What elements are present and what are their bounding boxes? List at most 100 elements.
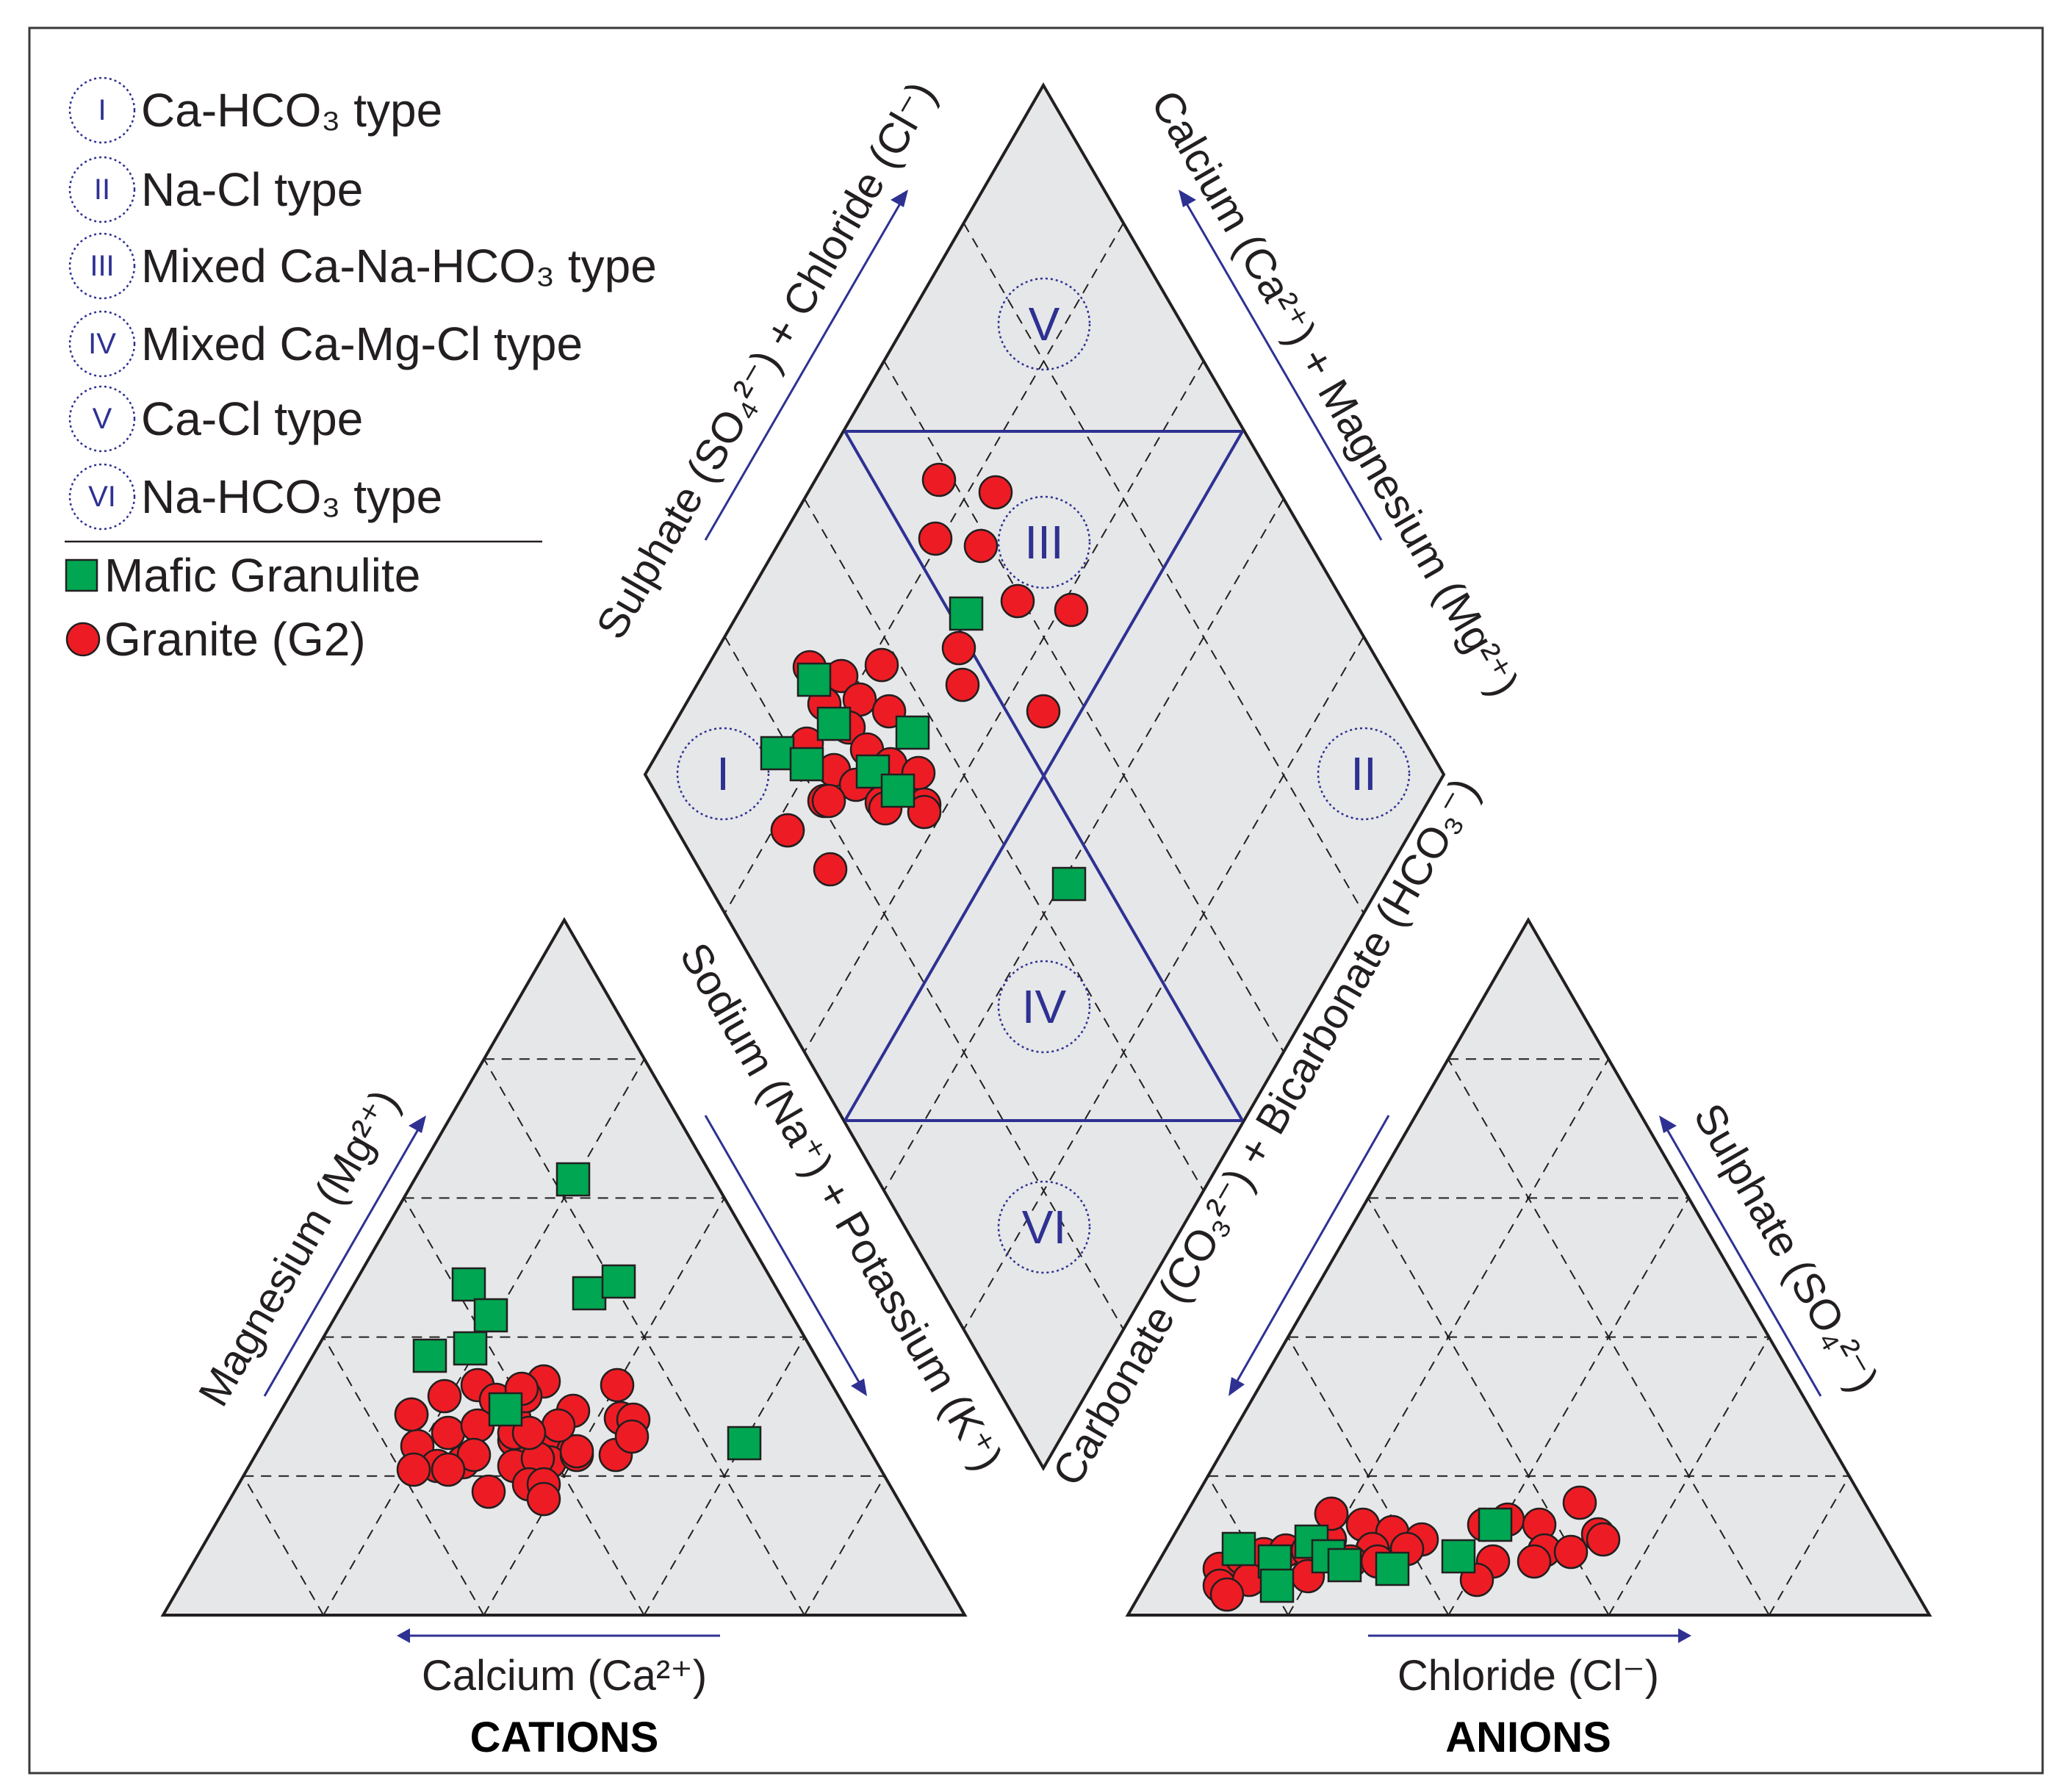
arrowhead	[851, 1379, 867, 1396]
legend-zone-label: Mixed Ca-Mg-Cl type	[141, 317, 583, 370]
granite-point	[1586, 1522, 1621, 1557]
zone-roman: VI	[1022, 1201, 1066, 1254]
zone-label-i: I	[676, 727, 770, 821]
legend-zone-label: Ca-Cl type	[141, 392, 363, 445]
grid-line	[803, 498, 1204, 1191]
granulite-point	[572, 1276, 607, 1311]
granulite-point	[453, 1331, 488, 1366]
grid-line	[483, 1058, 805, 1616]
diamond-hexagon	[843, 430, 1244, 1122]
grid-line	[1447, 1058, 1770, 1616]
legend-zone-circle	[68, 156, 136, 223]
granulite-point	[1259, 1568, 1295, 1603]
zone-label-iv: IV	[997, 960, 1091, 1054]
zone-roman: III	[1024, 516, 1063, 569]
granulite-point	[1441, 1539, 1476, 1574]
zone-roman: II	[1350, 747, 1377, 800]
diamond-left-arrow	[704, 199, 904, 541]
grid-line	[1768, 1476, 1850, 1616]
arrowhead	[409, 1115, 426, 1133]
granite-point	[1562, 1485, 1597, 1520]
arrowhead	[1659, 1115, 1677, 1133]
granulite-point	[895, 715, 930, 750]
zone-roman: IV	[1022, 980, 1067, 1033]
anions-right-arrow	[1663, 1125, 1822, 1397]
arrowhead	[1678, 1628, 1691, 1643]
legend-zone-i: I Ca-HCO₃ type	[68, 76, 442, 144]
grid-line	[883, 498, 1284, 1191]
legend-zone-circle	[68, 232, 136, 300]
cations-triangle: Magnesium (Mg²⁺) Sodium (Na⁺) + Potassiu…	[160, 916, 1012, 1761]
zone-roman: V	[1029, 298, 1060, 351]
anions-bottom-axis-label: Chloride (Cl⁻)	[1397, 1652, 1659, 1700]
legend-zone-label: Ca-HCO₃ type	[141, 84, 442, 137]
granulite-point	[816, 706, 852, 741]
diamond-zone-labels: V III I II IV VI	[676, 277, 1411, 1274]
granulite-point	[473, 1298, 508, 1333]
legend-zone-label: Mixed Ca-Na-HCO₃ type	[141, 240, 657, 292]
legend-zone-roman: II	[94, 173, 110, 206]
zone-circle	[997, 495, 1091, 589]
granulite-point	[760, 736, 795, 771]
granite-point	[864, 647, 899, 683]
cations-field	[160, 916, 968, 1617]
legend-zone-iv: IV Mixed Ca-Mg-Cl type	[68, 310, 583, 378]
granulite-point	[412, 1338, 447, 1373]
granite-point	[978, 475, 1013, 510]
granulite-point	[1327, 1548, 1362, 1583]
legend-zone-circle	[68, 385, 136, 453]
cations-points	[394, 1162, 762, 1517]
legend-zone-roman: V	[93, 403, 112, 435]
legend-zone-iii: III Mixed Ca-Na-HCO₃ type	[68, 232, 657, 300]
granite-point	[471, 1474, 506, 1509]
legend-zone-roman: VI	[88, 481, 116, 513]
zone-label-v: V	[997, 277, 1091, 371]
diamond-right-arrow	[1183, 199, 1383, 541]
granulite-point	[789, 747, 824, 782]
anions-title: ANIONS	[1445, 1714, 1611, 1761]
grid-line	[963, 223, 1364, 914]
zone-circle	[997, 277, 1091, 371]
anions-left-arrow	[1233, 1115, 1390, 1387]
zone-label-iii: III	[997, 495, 1091, 589]
granite-point	[1314, 1496, 1349, 1531]
granulite-point	[1051, 866, 1087, 902]
legend-zone-circle	[68, 310, 136, 378]
granite-point	[600, 1367, 635, 1403]
granite-point	[921, 462, 957, 497]
granulite-point	[949, 596, 984, 631]
legend-zone-roman: III	[90, 250, 114, 282]
legend-zone-label: Na-Cl type	[141, 163, 363, 216]
legend-zone-circle	[68, 76, 136, 144]
legend-zone-circle	[68, 463, 136, 531]
cations-left-arrow	[263, 1125, 422, 1397]
granulite-point	[880, 773, 916, 808]
diamond-points	[760, 462, 1089, 902]
zone-circle	[997, 960, 1091, 1054]
grid-line	[803, 360, 1204, 1053]
legend-square-marker	[65, 558, 98, 592]
grid-line	[963, 636, 1364, 1330]
zone-circle	[1317, 727, 1411, 821]
granite-point	[559, 1434, 594, 1469]
grid-line	[483, 1197, 725, 1616]
legend-zone-roman: I	[98, 94, 106, 126]
legend-sample-label: Granite (G2)	[104, 613, 366, 666]
legend-zone-ii: II Na-Cl type	[68, 156, 363, 223]
arrowhead	[1179, 190, 1196, 207]
granite-point	[427, 1379, 462, 1414]
granite-point	[811, 783, 846, 819]
grid-line	[1287, 1337, 1450, 1616]
granite-point	[813, 852, 848, 887]
zone-label-ii: II	[1317, 727, 1411, 821]
granite-point	[541, 1408, 576, 1443]
granite-point	[1054, 592, 1089, 628]
grid-line	[242, 1476, 325, 1616]
legend-zone-roman: IV	[88, 328, 116, 360]
zone-roman: I	[716, 747, 730, 800]
legend-zone-v: V Ca-Cl type	[68, 385, 363, 453]
cations-grid	[242, 1058, 885, 1616]
granite-point	[526, 1481, 561, 1517]
granite-point	[456, 1437, 492, 1473]
granulite-point	[1221, 1531, 1256, 1567]
